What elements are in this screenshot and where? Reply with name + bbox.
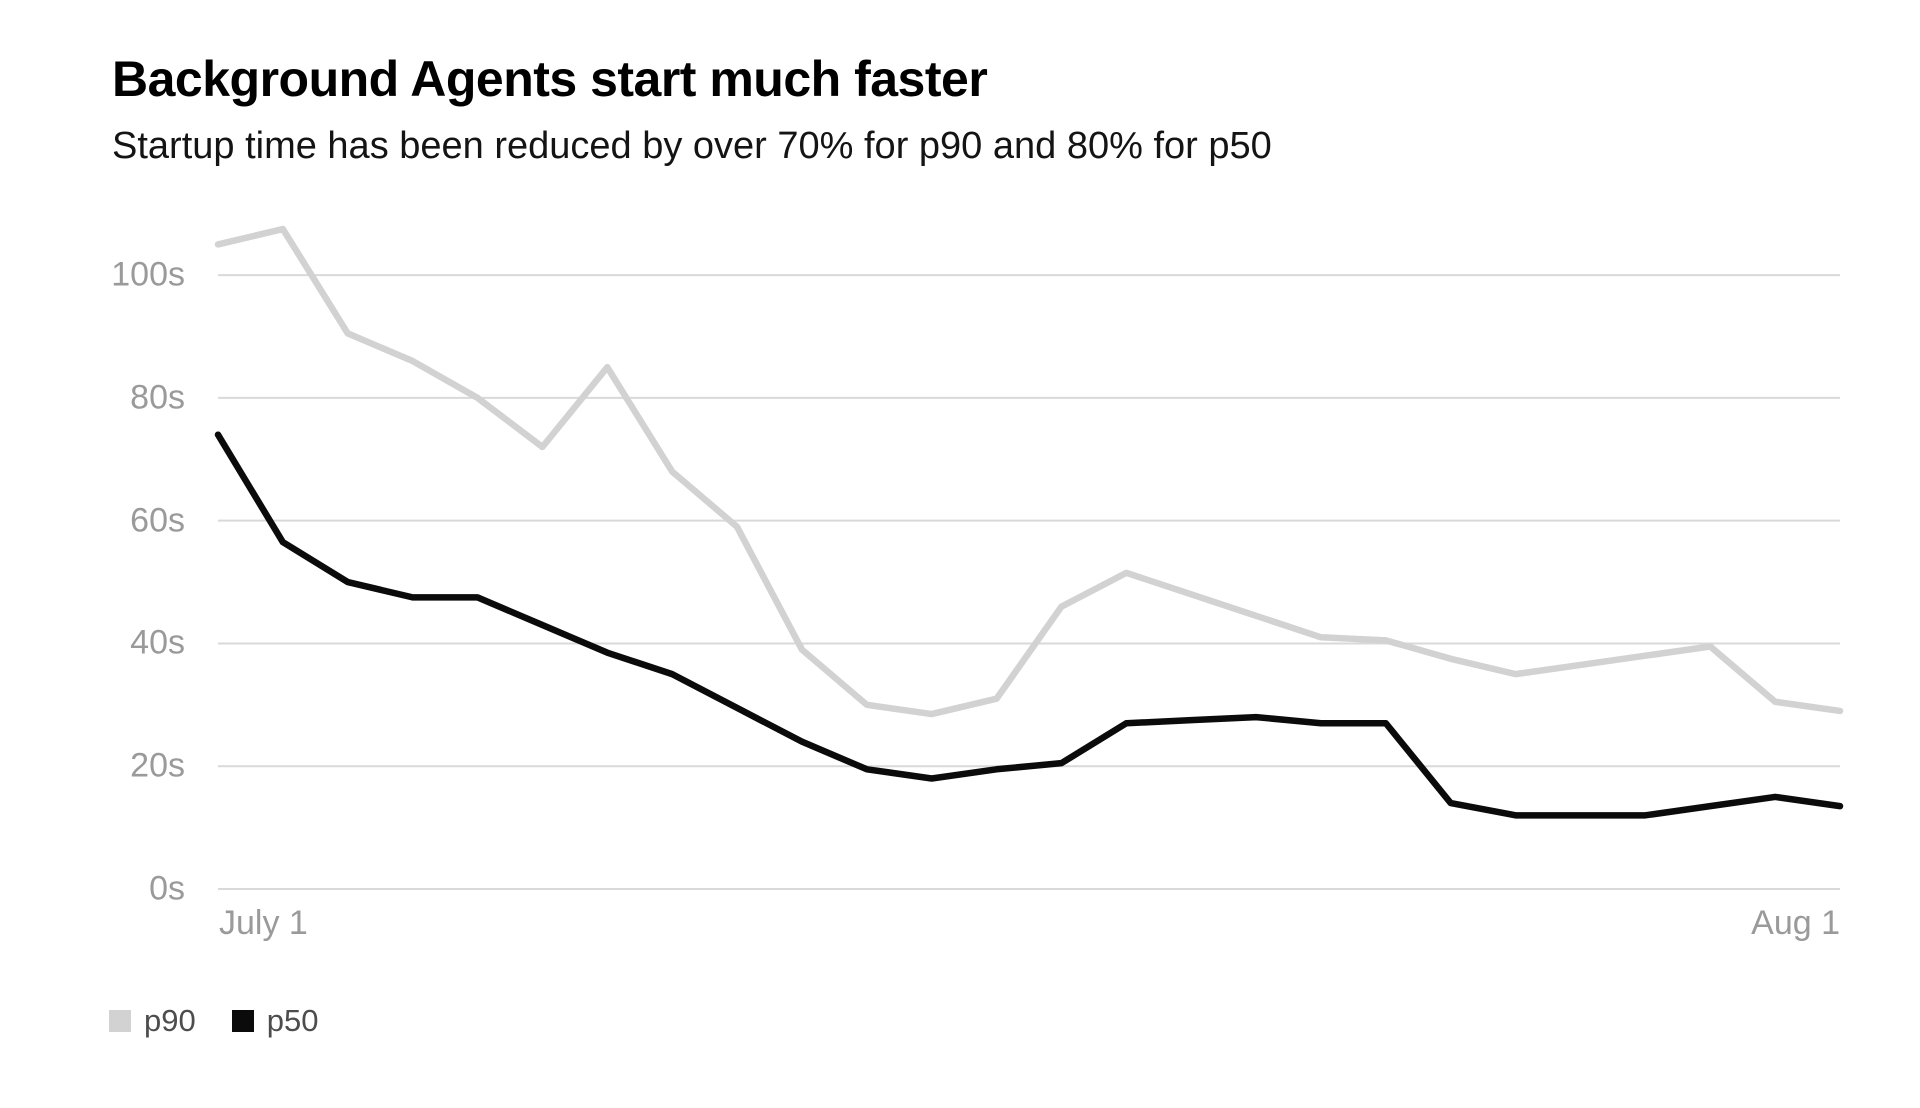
series-line-p50 — [214, 431, 1844, 819]
legend-item-p50: p50 — [231, 1003, 319, 1038]
legend-swatch-p90 — [109, 1009, 131, 1032]
y-axis-tick-label-60s: 60s — [130, 500, 185, 539]
legend-label-p50: p50 — [266, 1003, 319, 1038]
legend-item-p90: p90 — [109, 1005, 196, 1036]
y-axis-tick-label-80s: 80s — [130, 378, 185, 417]
chart-legend: p90 p50 — [109, 1005, 318, 1036]
chart-title: Background Agents start much faster — [112, 51, 988, 107]
y-axis-tick-label-20s: 20s — [130, 746, 185, 785]
x-axis-label-end: Aug 1 — [1751, 904, 1840, 942]
x-axis-label-start: July 1 — [219, 904, 308, 942]
chart-subtitle: Startup time has been reduced by over 70… — [112, 125, 1272, 167]
legend-label-p90: p90 — [144, 1003, 196, 1038]
y-axis-tick-label-100s: 100s — [111, 255, 185, 294]
legend-swatch-p50 — [231, 1009, 254, 1032]
y-axis-tick-label-0s: 0s — [149, 869, 185, 908]
y-axis-tick-label-40s: 40s — [130, 623, 185, 662]
series-line-p90 — [214, 225, 1844, 718]
